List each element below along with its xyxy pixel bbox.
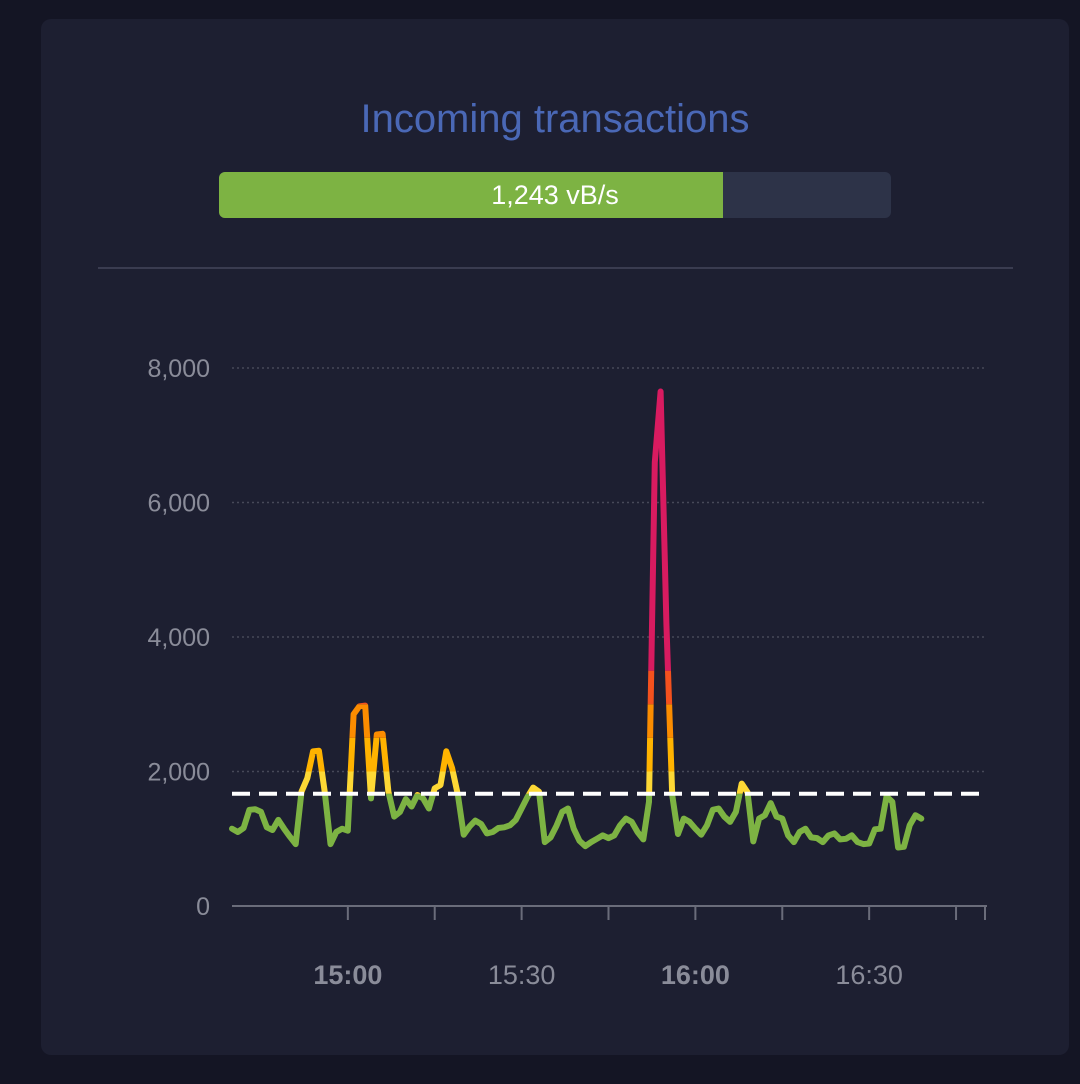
- y-tick-label: 4,000: [147, 624, 210, 652]
- rate-progress-fill: [219, 172, 723, 218]
- y-tick-label: 2,000: [147, 759, 210, 787]
- x-tick-label: 15:30: [488, 960, 556, 990]
- series-line-band: [349, 704, 674, 738]
- y-tick-label: 8,000: [147, 355, 210, 383]
- y-tick-label: 6,000: [147, 490, 210, 518]
- series-line-band: [305, 737, 675, 772]
- rate-progress-bar: 1,243 vB/s: [219, 172, 891, 218]
- series-line-band: [357, 670, 673, 705]
- rate-progress-label: 1,243 vB/s: [491, 180, 619, 210]
- x-tick-label: 15:00: [313, 960, 382, 990]
- incoming-transactions-card: Incoming transactions 1,243 vB/s: [41, 19, 1069, 1055]
- x-tick-label: 16:30: [835, 960, 903, 990]
- card-title: Incoming transactions: [360, 97, 750, 141]
- series-line-band: [298, 771, 888, 794]
- y-tick-label: 0: [196, 893, 210, 921]
- series-line-band: [648, 388, 671, 671]
- divider: [98, 267, 1013, 269]
- series-line-band: [229, 793, 925, 851]
- x-tick-label: 16:00: [661, 960, 730, 990]
